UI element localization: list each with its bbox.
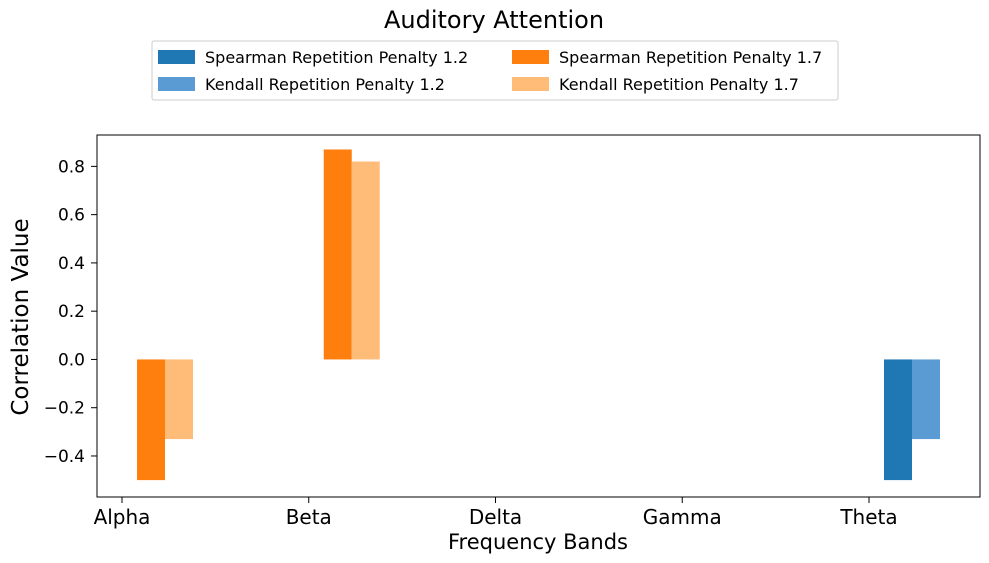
legend-label: Spearman Repetition Penalty 1.2 [205, 48, 468, 67]
axes-frame [96, 134, 981, 498]
bar-alpha-series-4 [165, 359, 193, 440]
legend-label: Spearman Repetition Penalty 1.7 [559, 48, 822, 67]
x-tick-label: Alpha [94, 505, 151, 529]
x-tick-label: Gamma [643, 505, 722, 529]
y-tick-label: 0.4 [58, 254, 85, 274]
legend-swatch [512, 50, 549, 64]
y-tick-label: −0.2 [44, 399, 85, 419]
chart-title: Auditory Attention [384, 6, 604, 34]
bar-theta-series-2 [912, 359, 940, 440]
y-tick-label: 0.2 [58, 302, 85, 322]
x-tick-label: Beta [286, 505, 332, 529]
plot-area: −0.4 −0.2 0.0 0.2 0.4 0.6 0.8 Alpha Beta Delta Gam… [44, 134, 981, 529]
legend-frame [151, 40, 839, 101]
legend-swatch [158, 50, 195, 64]
x-axis-label: Frequency Bands [448, 530, 628, 554]
bar-theta-series-1 [884, 359, 912, 481]
y-tick-label: 0.0 [58, 350, 85, 370]
x-tick-label: Delta [469, 505, 522, 529]
x-tick-label: Theta [839, 505, 897, 529]
y-tick-label: 0.8 [58, 157, 85, 177]
legend: Spearman Repetition Penalty 1.2 Kendall R… [151, 40, 839, 101]
legend-label: Kendall Repetition Penalty 1.2 [205, 75, 445, 94]
y-tick-label: 0.6 [58, 206, 85, 226]
bar-beta-series-3 [323, 149, 352, 360]
bar-beta-series-4 [351, 161, 380, 360]
y-axis-label: Correlation Value [8, 218, 34, 415]
legend-swatch [512, 77, 549, 91]
y-tick-label: −0.4 [44, 447, 85, 467]
legend-swatch [158, 77, 195, 91]
bar-alpha-series-3 [137, 359, 165, 481]
legend-label: Kendall Repetition Penalty 1.7 [559, 75, 799, 94]
